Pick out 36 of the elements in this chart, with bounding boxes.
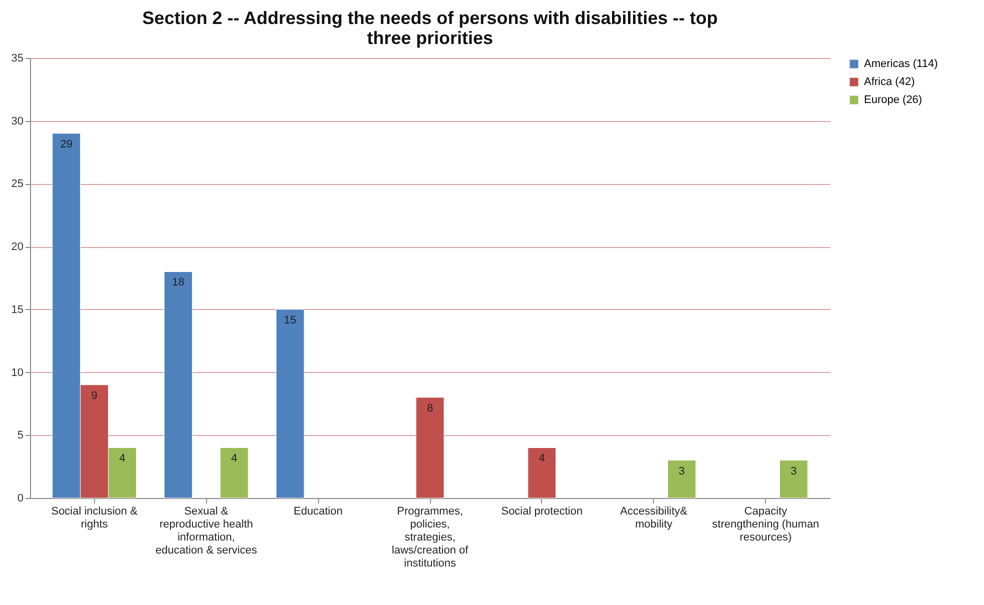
legend-label: Europe (26) <box>864 94 922 106</box>
x-tick-label: Sexual & reproductive health information, education & services <box>155 506 258 556</box>
legend-label: Americas (114) <box>864 58 938 70</box>
y-tick-label: 15 <box>11 304 24 316</box>
data-label: 15 <box>284 314 296 326</box>
x-tick-label: Programmes, policies, strategies, laws/creation of institutions <box>392 506 470 570</box>
data-label: 29 <box>60 138 72 150</box>
data-label: 3 <box>790 465 797 478</box>
data-label: 4 <box>119 452 126 465</box>
x-tick-label: Social inclusion & rights <box>51 506 138 530</box>
data-label: 9 <box>91 390 98 402</box>
x-tick-label: Education <box>294 506 343 518</box>
bar <box>416 397 444 498</box>
data-label: 18 <box>172 276 184 289</box>
y-tick-label: 0 <box>17 492 24 504</box>
y-tick-label: 35 <box>11 52 24 64</box>
bar <box>528 447 556 498</box>
bar <box>220 447 248 498</box>
y-tick-label: 5 <box>17 430 24 442</box>
bar <box>668 460 696 498</box>
x-tick-label: Capacity strengthening (human resources) <box>712 506 820 544</box>
data-label: 4 <box>538 452 545 465</box>
bar <box>779 460 808 498</box>
y-tick-label: 25 <box>11 178 24 190</box>
data-label: 8 <box>426 402 434 414</box>
y-tick-label: 10 <box>11 366 24 379</box>
chart-title: Section 2 -- Addressing the needs of persons with disabilities -- top three priorities <box>142 8 718 48</box>
y-tick-label: 20 <box>11 241 24 254</box>
data-label: 3 <box>678 465 685 478</box>
x-tick-label: Accessibility& mobility <box>620 506 688 530</box>
y-tick-label: 30 <box>11 115 24 128</box>
bar <box>276 309 304 498</box>
legend-label: Africa (42) <box>864 76 915 88</box>
data-label: 4 <box>231 452 238 465</box>
bar <box>164 271 192 498</box>
x-tick-label: Social protection <box>501 506 583 518</box>
